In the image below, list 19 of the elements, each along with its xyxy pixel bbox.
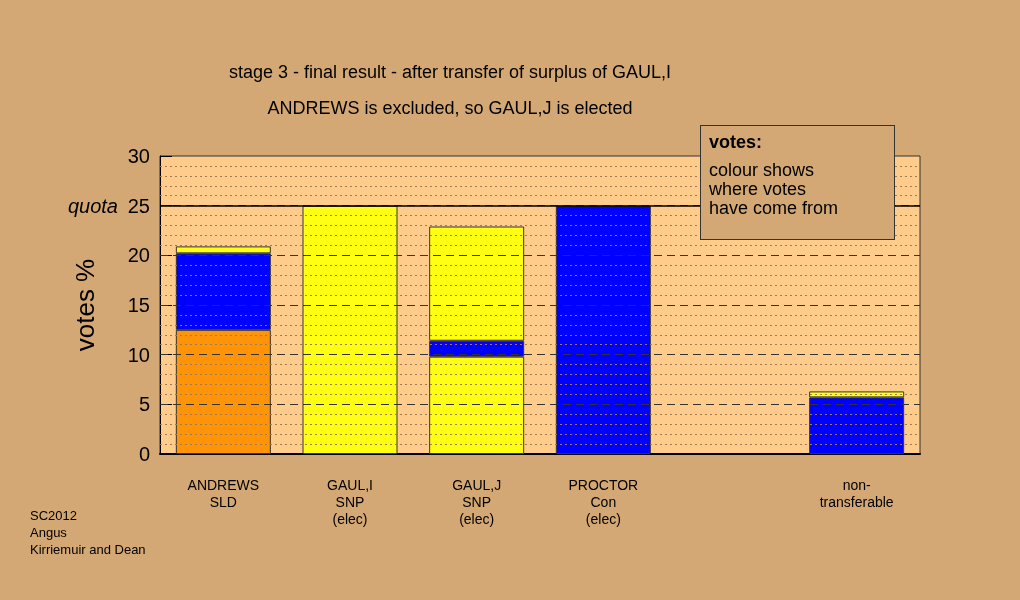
y-axis-title: votes % bbox=[70, 258, 100, 352]
y-tick-label: 25 bbox=[127, 194, 150, 217]
annotation: colour shows where votes have come from bbox=[709, 160, 840, 218]
chart-title: stage 3 - final result - after transfer of surplus of GAUL,I bbox=[228, 62, 672, 82]
y-tick-label: 15 bbox=[127, 294, 150, 316]
y-tick-label: 5 bbox=[138, 393, 150, 416]
x-tick-label: GAUL,J SNP (elec) bbox=[452, 476, 502, 527]
x-tick-label: PROCTOR Con (elec) bbox=[568, 476, 639, 527]
y-tick-label: 20 bbox=[127, 244, 150, 267]
chart-subtitle: ANDREWS is excluded, so GAUL,J is elected bbox=[267, 98, 633, 118]
x-tick-label: ANDREWS SLD bbox=[187, 476, 260, 510]
note-box: votes: colour shows where votes have come from bbox=[700, 125, 895, 240]
y-tick-label: 10 bbox=[127, 343, 150, 366]
text: SC2012 Angus Kirriemuir and Dean bbox=[30, 508, 146, 557]
y-tick-label: 30 bbox=[127, 145, 150, 167]
x-tick-label: GAUL,I SNP (elec) bbox=[327, 476, 373, 527]
ref-line-label: quota bbox=[67, 194, 118, 217]
y-tick-label: 0 bbox=[138, 443, 150, 465]
x-tick-label: non- transferable bbox=[819, 476, 894, 510]
